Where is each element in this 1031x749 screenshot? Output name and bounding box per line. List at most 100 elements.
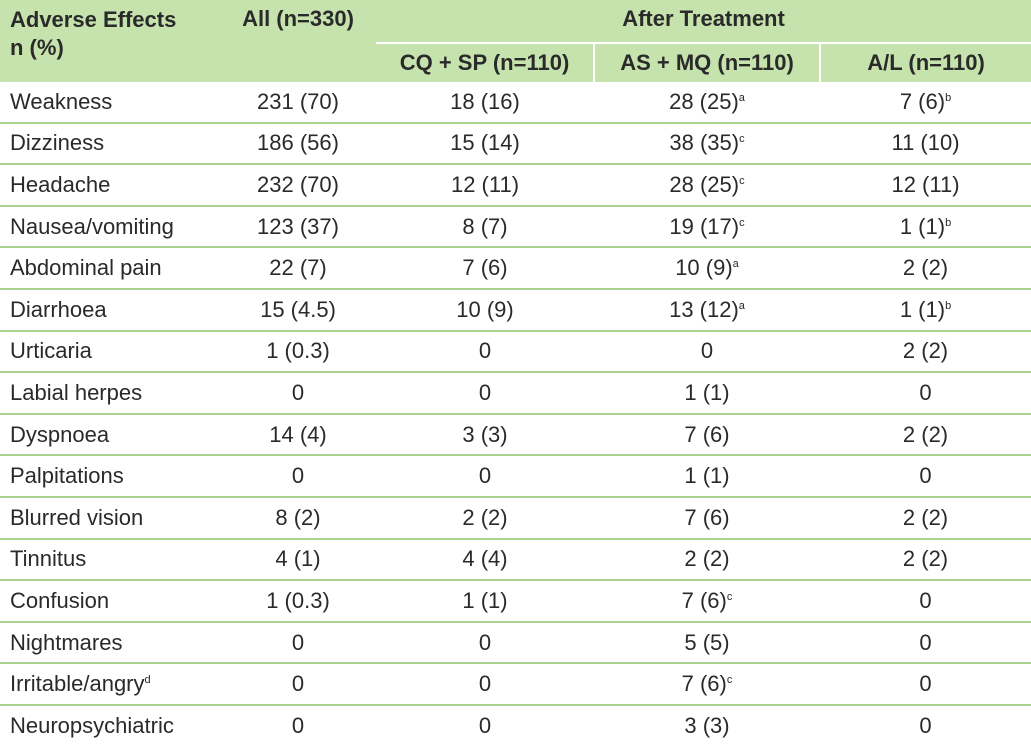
cell-as-mq: 7 (6)c	[594, 580, 820, 623]
cell-cq-sp: 0	[376, 455, 594, 498]
cell-all: 0	[220, 621, 376, 665]
cell-all: 232 (70)	[220, 164, 376, 207]
cell-al: 0	[820, 455, 1031, 498]
cell-adverse-effect-value: Blurred vision	[10, 504, 144, 530]
cell-adverse-effect-value: Nightmares	[10, 629, 123, 655]
cell-cq-sp-value: 10 (9)	[456, 296, 514, 322]
cell-al: 0	[820, 580, 1031, 623]
cell-cq-sp: 15 (14)	[376, 122, 594, 166]
cell-as-mq-value: 1 (1)	[684, 463, 730, 489]
cell-cq-sp-value: 18 (16)	[450, 88, 520, 114]
cell-al-value: 0	[919, 712, 932, 738]
cell-adverse-effect-value: Abdominal pain	[10, 255, 162, 281]
cell-all: 123 (37)	[220, 205, 376, 249]
cell-all: 14 (4)	[220, 413, 376, 457]
cell-all-value: 0	[291, 629, 305, 655]
footnote-marker: a	[738, 91, 745, 104]
footnote-marker: c	[739, 174, 745, 187]
cell-adverse-effect-value: Dyspnoea	[10, 421, 110, 447]
cell-adverse-effect-value: Weakness	[10, 88, 113, 114]
cell-al: 0	[820, 663, 1031, 706]
cell-as-mq-value: 28 (25)	[669, 88, 739, 114]
cell-all: 0	[220, 372, 376, 415]
cell-all-value: 123 (37)	[257, 213, 339, 239]
cell-cq-sp: 7 (6)	[376, 247, 594, 290]
cell-adverse-effect-value: Labial herpes	[10, 379, 143, 405]
cell-al-value: 2 (2)	[902, 546, 949, 572]
cell-al-value: 0	[919, 587, 932, 613]
footnote-marker: c	[739, 133, 745, 146]
cell-adverse-effect: Dizziness	[0, 122, 220, 166]
cell-cq-sp-value: 7 (6)	[462, 255, 508, 281]
cell-al-value: 2 (2)	[902, 504, 949, 530]
footnote-marker: c	[739, 216, 745, 229]
cell-as-mq: 10 (9)a	[594, 247, 820, 290]
cell-al-value: 1 (1)	[899, 296, 946, 322]
cell-al-value: 0	[919, 629, 932, 655]
cell-al-value: 1 (1)	[899, 213, 946, 239]
cell-cq-sp: 0	[376, 663, 594, 706]
cell-all-value: 22 (7)	[269, 255, 327, 281]
cell-all-value: 4 (1)	[275, 546, 321, 572]
table-row: Headache 232 (70) 12 (11) 28 (25)c 12 (11)	[0, 164, 1031, 207]
cell-al-value: 11 (10)	[891, 130, 960, 156]
cell-cq-sp: 0	[376, 330, 594, 374]
cell-al-value: 0	[919, 463, 932, 489]
cell-adverse-effect: Confusion	[0, 580, 220, 623]
table-row: Weakness 231 (70) 18 (16) 28 (25)a 7 (6)b	[0, 82, 1031, 124]
table-body: Weakness 231 (70) 18 (16) 28 (25)a 7 (6)b Diz…	[0, 82, 1031, 746]
cell-cq-sp: 18 (16)	[376, 82, 594, 124]
cell-adverse-effect: Urticaria	[0, 330, 220, 374]
cell-al-value: 12 (11)	[891, 171, 960, 197]
cell-adverse-effect: Palpitations	[0, 455, 220, 498]
cell-as-mq: 1 (1)	[594, 372, 820, 415]
table-row: Labial herpes 0 0 1 (1) 0	[0, 372, 1031, 415]
cell-as-mq-value: 28 (25)	[669, 171, 740, 197]
cell-al: 2 (2)	[820, 330, 1031, 374]
cell-as-mq-value: 7 (6)	[684, 504, 730, 530]
cell-all: 22 (7)	[220, 247, 376, 290]
cell-all-value: 232 (70)	[257, 171, 339, 197]
cell-as-mq-value: 10 (9)	[675, 255, 733, 281]
table-row: Irritable/angryd 0 0 7 (6)c 0	[0, 663, 1031, 706]
cell-all-value: 15 (4.5)	[260, 296, 336, 322]
footnote-marker: a	[738, 299, 745, 312]
cell-as-mq-value: 3 (3)	[684, 712, 730, 738]
cell-as-mq: 1 (1)	[594, 455, 820, 498]
cell-al-value: 2 (2)	[902, 255, 949, 281]
cell-al: 0	[820, 372, 1031, 415]
cell-al: 2 (2)	[820, 413, 1031, 457]
cell-cq-sp-value: 12 (11)	[450, 171, 520, 197]
cell-all: 186 (56)	[220, 122, 376, 166]
cell-cq-sp-value: 0	[478, 712, 492, 738]
cell-adverse-effect-value: Headache	[10, 171, 111, 197]
cell-al: 0	[820, 621, 1031, 665]
cell-cq-sp-value: 0	[478, 463, 492, 489]
cell-all-value: 1 (0.3)	[266, 587, 330, 613]
header-all: All (n=330)	[220, 0, 376, 82]
cell-adverse-effect-value: Irritable/angry	[10, 671, 145, 697]
footnote-marker: c	[726, 590, 733, 603]
cell-all: 0	[220, 705, 376, 746]
cell-al-value: 2 (2)	[902, 338, 949, 364]
cell-cq-sp-value: 2 (2)	[462, 504, 508, 530]
table-row: Dizziness 186 (56) 15 (14) 38 (35)c 11 (10)	[0, 122, 1031, 166]
cell-adverse-effect: Diarrhoea	[0, 288, 220, 332]
cell-as-mq-value: 5 (5)	[684, 629, 730, 655]
header-adverse-effects: Adverse Effects n (%)	[0, 0, 220, 82]
footnote-marker: b	[945, 299, 952, 312]
cell-as-mq: 13 (12)a	[594, 288, 820, 332]
cell-as-mq: 19 (17)c	[594, 205, 820, 249]
table-row: Urticaria 1 (0.3) 0 0 2 (2)	[0, 330, 1031, 374]
footnote-marker: d	[144, 674, 151, 687]
cell-cq-sp-value: 0	[478, 379, 492, 405]
cell-al: 1 (1)b	[820, 288, 1031, 332]
cell-as-mq: 7 (6)	[594, 413, 820, 457]
table-row: Dyspnoea 14 (4) 3 (3) 7 (6) 2 (2)	[0, 413, 1031, 457]
footnote-marker: b	[945, 91, 952, 104]
header-row-groups: CQ + SP (n=110) AS + MQ (n=110) A/L (n=1…	[0, 43, 1031, 82]
cell-cq-sp-value: 0	[478, 338, 492, 364]
header-adverse-effects-line2: n (%)	[10, 35, 64, 60]
cell-all-value: 0	[291, 379, 305, 405]
table-row: Neuropsychiatric 0 0 3 (3) 0	[0, 705, 1031, 746]
